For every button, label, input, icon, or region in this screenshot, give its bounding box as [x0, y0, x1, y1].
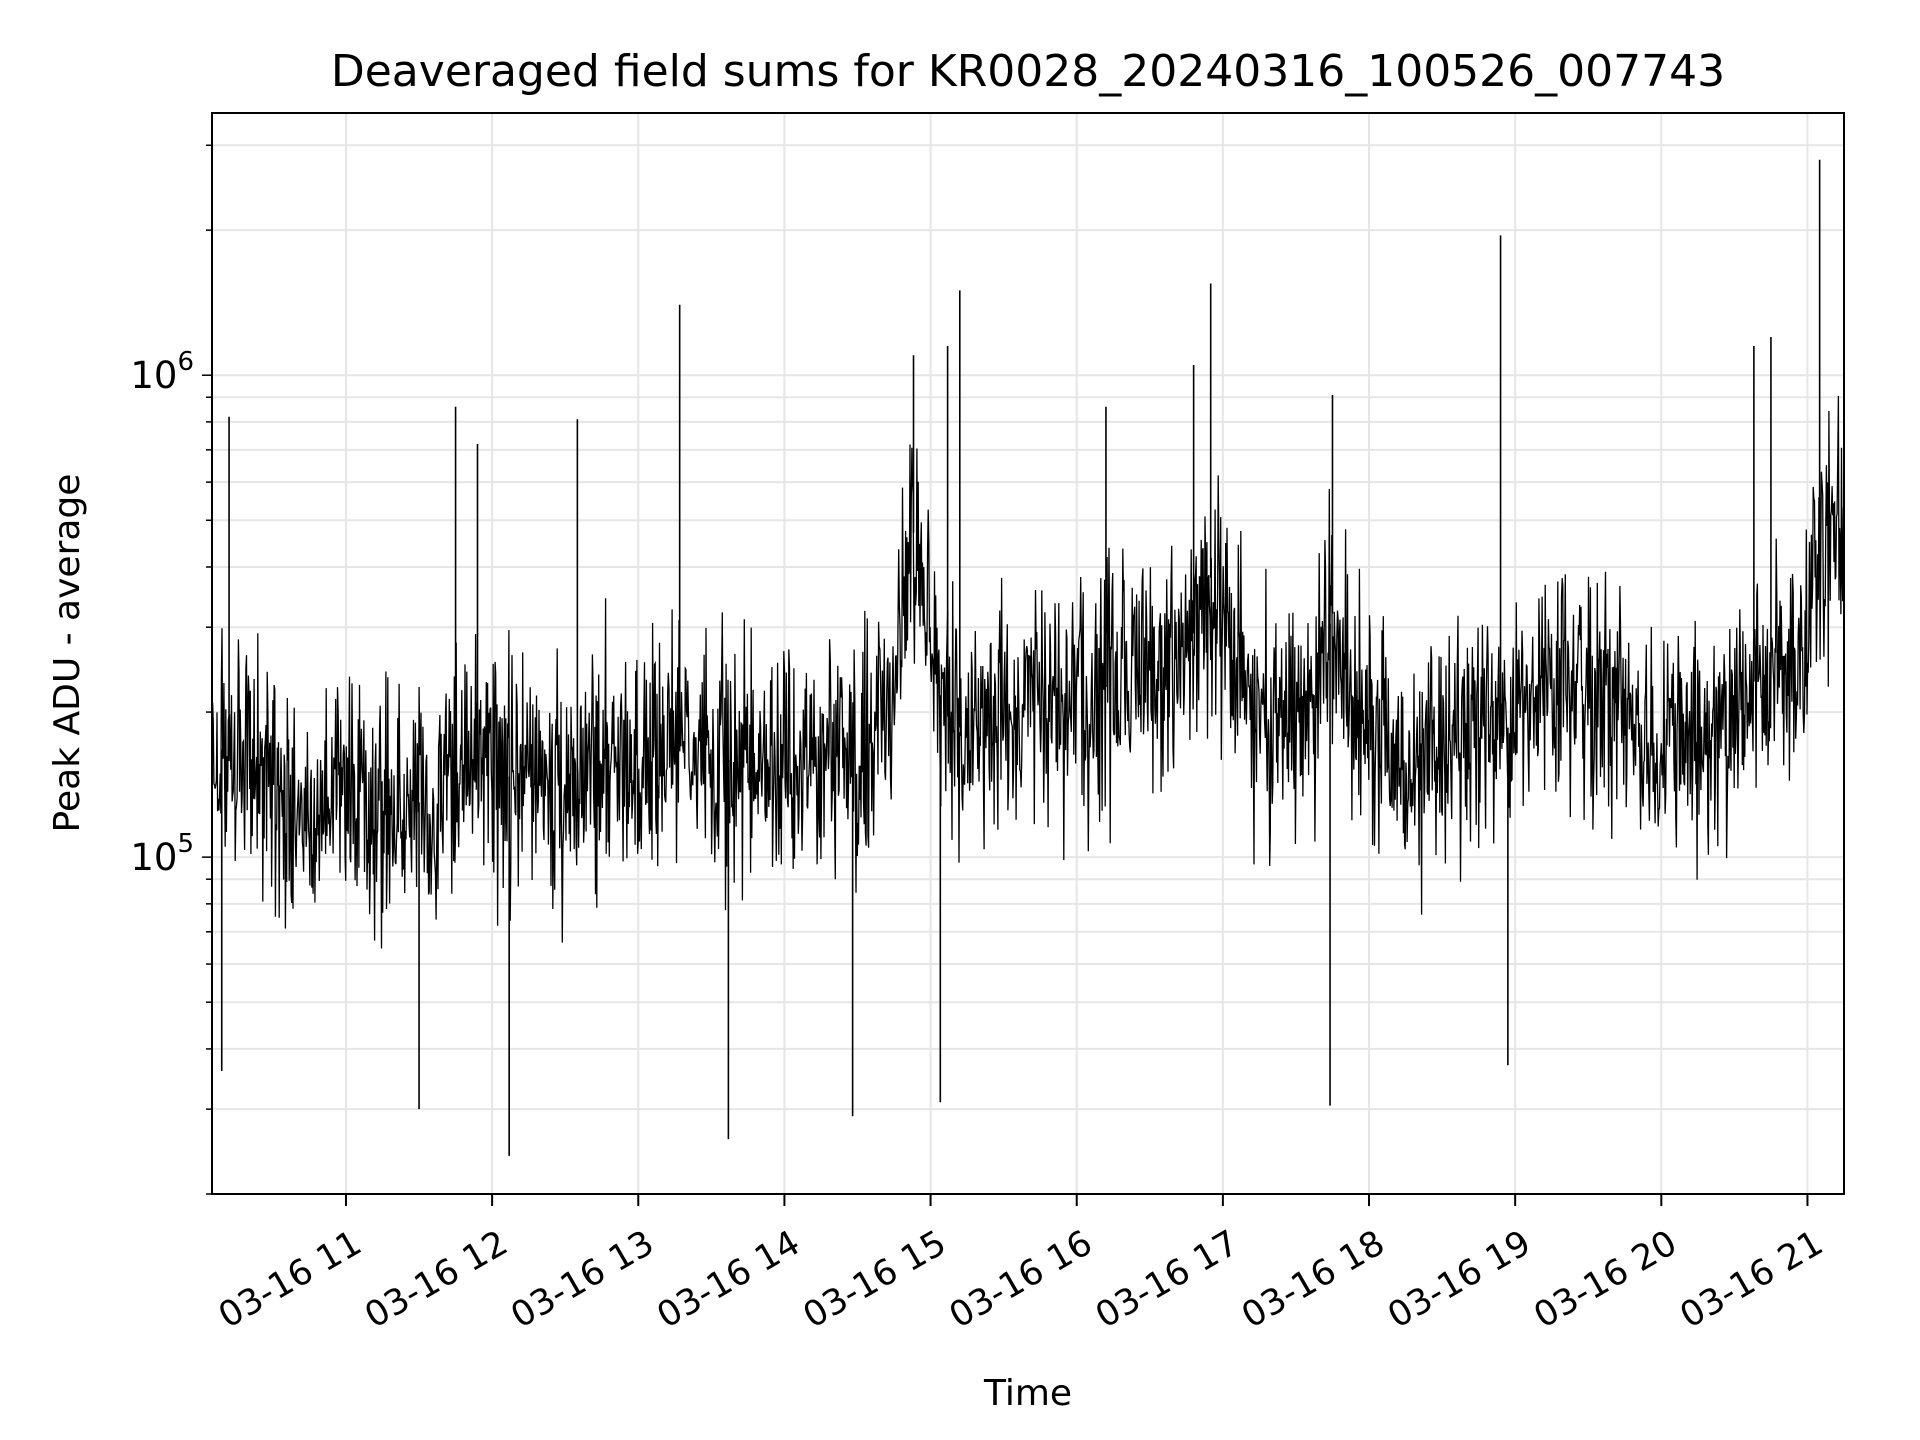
plot-frame [211, 112, 1845, 1195]
series-line [211, 159, 1845, 1156]
y-tick-label: 105 [130, 829, 194, 879]
y-tick-exponent: 5 [177, 829, 194, 859]
y-tick-base: 10 [130, 354, 177, 397]
x-axis-label: Time [983, 1373, 1072, 1414]
series-path [211, 395, 1845, 949]
y-tick-exponent: 6 [177, 347, 194, 377]
y-tick-label: 106 [130, 347, 194, 397]
y-tick-base: 10 [130, 836, 177, 879]
y-axis-label: Peak ADU - average [47, 474, 88, 833]
chart-title: Deaveraged field sums for KR0028_2024031… [331, 46, 1725, 97]
